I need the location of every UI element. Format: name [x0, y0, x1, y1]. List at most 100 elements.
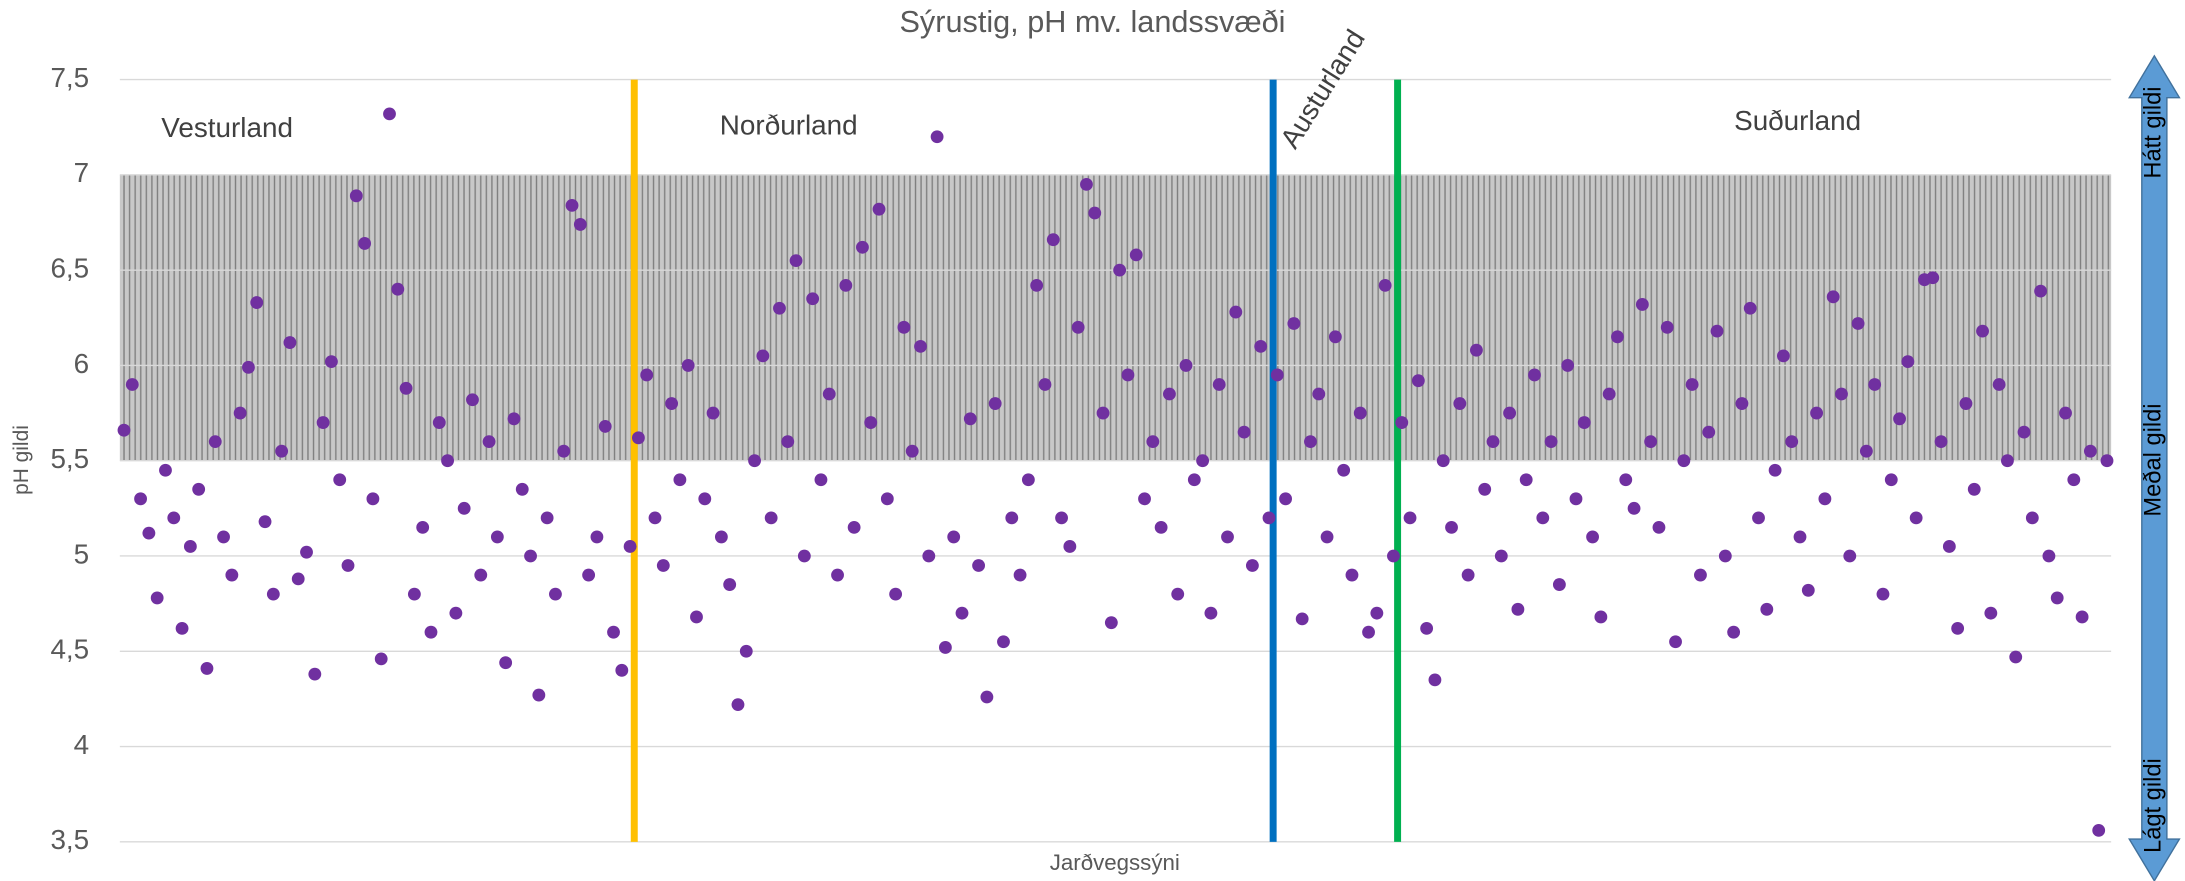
point [1187, 473, 1201, 487]
point [1486, 435, 1500, 449]
point [1387, 549, 1400, 563]
point [374, 652, 388, 666]
point [1121, 368, 1135, 382]
point [947, 530, 961, 544]
point [615, 663, 629, 677]
point [1304, 435, 1317, 449]
point [300, 545, 313, 559]
point [1859, 444, 1873, 458]
point [1320, 530, 1334, 544]
point [880, 492, 894, 506]
point [665, 397, 679, 410]
point [2083, 444, 2097, 458]
point [631, 431, 645, 445]
point [1752, 511, 1765, 525]
point [2075, 610, 2089, 624]
y-tick-label: 3,5 [50, 824, 89, 855]
point [972, 559, 986, 572]
point [1660, 320, 1674, 334]
point [714, 530, 728, 544]
point [1635, 298, 1649, 311]
point [1204, 606, 1218, 620]
region-label: Norðurland [720, 109, 858, 140]
point [905, 444, 919, 458]
point [1959, 397, 1973, 410]
point [1818, 492, 1832, 506]
point [648, 511, 662, 525]
y-tick-label: 4 [74, 729, 89, 760]
region-label: Vesturland [161, 112, 293, 143]
y-tick-label: 5,5 [50, 443, 89, 474]
point [1611, 330, 1624, 344]
point [773, 301, 786, 315]
point [150, 591, 164, 605]
point [1552, 578, 1566, 591]
point [1113, 263, 1127, 277]
point [1478, 482, 1492, 496]
point [1785, 435, 1799, 449]
point [341, 559, 355, 572]
point [524, 549, 537, 563]
point [831, 568, 844, 582]
point [889, 587, 903, 601]
point [1196, 454, 1210, 468]
point [797, 549, 811, 563]
point [200, 662, 214, 675]
point [1262, 511, 1276, 525]
point [872, 202, 886, 216]
point [1270, 368, 1284, 382]
point [640, 368, 654, 382]
point [1627, 501, 1641, 515]
point [955, 606, 969, 620]
point [1030, 278, 1044, 292]
point [1295, 612, 1309, 626]
y-tick-label: 5 [74, 538, 89, 569]
point [1245, 559, 1259, 572]
point [1453, 397, 1467, 410]
point [466, 393, 479, 407]
point [2017, 425, 2031, 439]
point [1901, 355, 1915, 369]
point [847, 520, 861, 534]
point [1328, 330, 1342, 344]
point [1221, 530, 1234, 544]
point [988, 397, 1002, 410]
point [1768, 463, 1782, 477]
point [1212, 378, 1226, 391]
band [119, 174, 2112, 461]
point [1652, 520, 1666, 534]
point [2001, 454, 2014, 468]
point [1370, 606, 1384, 620]
point [1088, 206, 1102, 220]
point [1735, 397, 1749, 410]
x-axis-title: Jarðvegssýni [1050, 850, 1180, 875]
point [1619, 473, 1633, 487]
point [358, 237, 372, 250]
point [233, 406, 247, 420]
point [781, 435, 795, 449]
point [1021, 473, 1035, 487]
point [1312, 387, 1326, 401]
point [814, 473, 828, 487]
point [416, 520, 430, 534]
point [1436, 454, 1450, 468]
point [2100, 454, 2114, 468]
point [963, 412, 977, 426]
point [1702, 425, 1716, 439]
point [1420, 621, 1434, 635]
point [1461, 568, 1475, 582]
point [1528, 368, 1541, 382]
point [1776, 349, 1790, 363]
point [1843, 549, 1857, 563]
point [997, 635, 1010, 649]
point [1237, 425, 1251, 439]
point [291, 572, 305, 586]
point [1411, 374, 1425, 388]
point [125, 378, 139, 391]
point [938, 641, 952, 654]
point [391, 282, 405, 296]
point [1577, 416, 1591, 430]
point [1378, 278, 1392, 292]
point [490, 530, 504, 544]
